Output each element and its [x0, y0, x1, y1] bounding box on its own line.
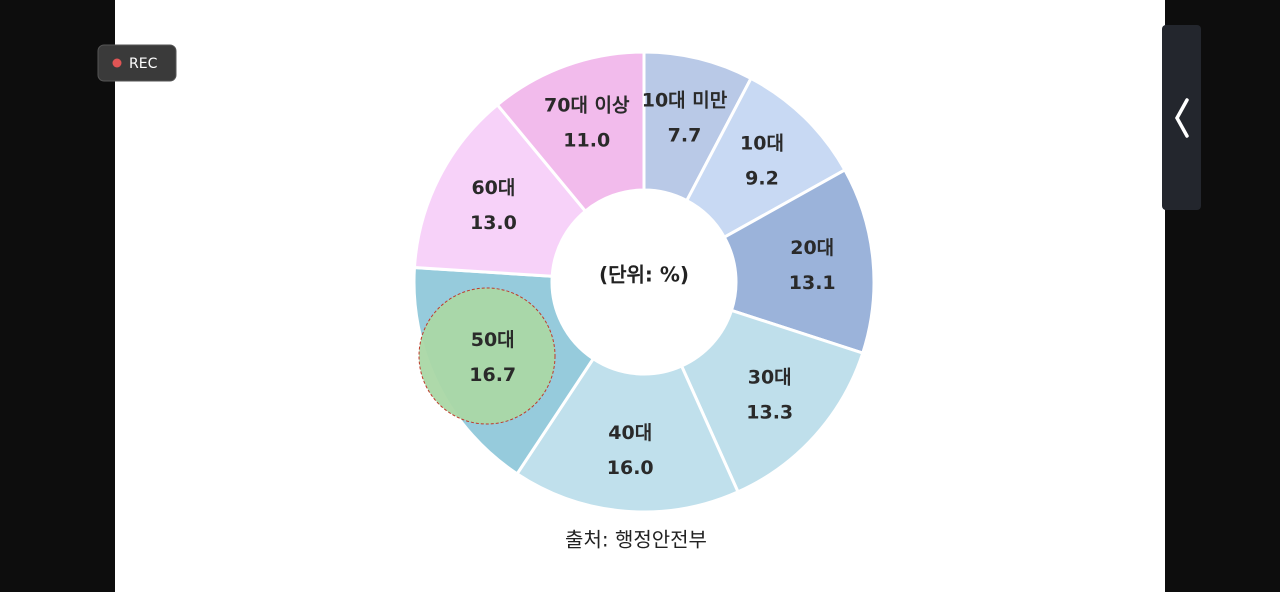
segment-label: 20대: [790, 237, 834, 259]
donut-segment: [495, 50, 646, 214]
segment-label: 30대: [748, 366, 792, 388]
segment-value: 13.3: [746, 401, 793, 423]
rec-bg[interactable]: [97, 44, 177, 82]
segment-value: 9.2: [745, 168, 779, 190]
side-tab-bg[interactable]: [1162, 25, 1201, 210]
segment-label: 70대 이상: [544, 94, 630, 116]
segment-label: 50대: [471, 329, 515, 351]
segment-label: 10대 미만: [642, 89, 728, 111]
segment-value: 13.0: [470, 212, 517, 234]
rec-dot: [112, 58, 122, 68]
highlight-circle: [418, 287, 556, 425]
segment-value: 13.1: [789, 272, 836, 294]
rec-button[interactable]: REC: [97, 44, 177, 82]
segment-label: 40대: [608, 422, 652, 444]
rec-label: REC: [129, 56, 158, 72]
segment-value: 16.7: [469, 364, 516, 386]
segment-value: 16.0: [607, 457, 654, 479]
segment-label: 10대: [740, 133, 784, 155]
donut-segment: [412, 102, 588, 278]
source-note: 출처: 행정안전부: [565, 528, 707, 552]
donut-segment: [679, 308, 865, 494]
donut-segment: [515, 356, 740, 514]
donut-chart: 10대 미만 7.7 10대 9.2 20대 13.1 30대 13.3 40대 16.0 50대 1…: [412, 50, 876, 514]
side-tab[interactable]: [1162, 25, 1201, 210]
center-label: (단위: %): [599, 263, 689, 287]
segment-label: 60대: [471, 177, 515, 199]
donut-segment: [722, 167, 876, 355]
segment-value: 11.0: [563, 129, 610, 151]
segment-value: 7.7: [668, 124, 702, 146]
chevron-icon: [1174, 98, 1189, 138]
